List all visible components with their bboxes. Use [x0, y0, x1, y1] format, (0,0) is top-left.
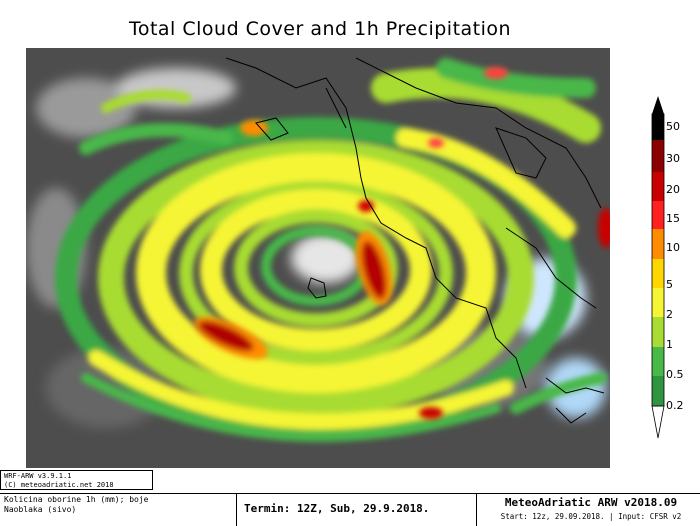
colorbar-label: 30: [666, 152, 680, 165]
legend-text: Kolicina oborine 1h (mm); boje Naoblaka …: [4, 495, 234, 515]
model-version: WRF-ARW v3.9.1.1: [4, 472, 72, 480]
precipitation-map: [26, 48, 610, 468]
colorbar-label: 15: [666, 212, 680, 225]
precipitation-bands: [55, 58, 607, 442]
colorbar-label: 20: [666, 183, 680, 196]
colorbar-label: 50: [666, 120, 680, 133]
footer-divider: [476, 494, 477, 526]
map-title: Total Cloud Cover and 1h Precipitation: [128, 18, 512, 40]
footer-divider: [236, 494, 237, 526]
colorbar-label: 1: [666, 338, 673, 351]
model-info-box: WRF-ARW v3.9.1.1 (C) meteoadriatic.net 2…: [0, 470, 153, 490]
colorbar-label: 0.2: [666, 399, 684, 412]
footer-bar: Kolicina oborine 1h (mm); boje Naoblaka …: [0, 493, 700, 526]
legend-line-precip: Kolicina oborine 1h (mm); boje: [4, 495, 149, 504]
heavy-precipitation-cores: [194, 67, 610, 419]
precipitation-colorbar: [651, 96, 665, 439]
map-graphic: [26, 48, 610, 468]
copyright: (C) meteoadriatic.net 2018: [4, 481, 114, 489]
colorbar-label: 10: [666, 241, 680, 254]
coastlines: [225, 57, 605, 424]
colorbar-label: 5: [666, 278, 673, 291]
colorbar-label: 0.5: [666, 368, 684, 381]
colorbar-label: 2: [666, 308, 673, 321]
model-name: MeteoAdriatic ARW v2018.09: [504, 496, 678, 509]
legend-line-cloud: Naoblaka (sivo): [4, 505, 77, 514]
run-start: Start: 12z, 29.09.2018. | Input: CFSR v2: [500, 512, 682, 521]
forecast-time: Termin: 12Z, Sub, 29.9.2018.: [244, 502, 430, 515]
